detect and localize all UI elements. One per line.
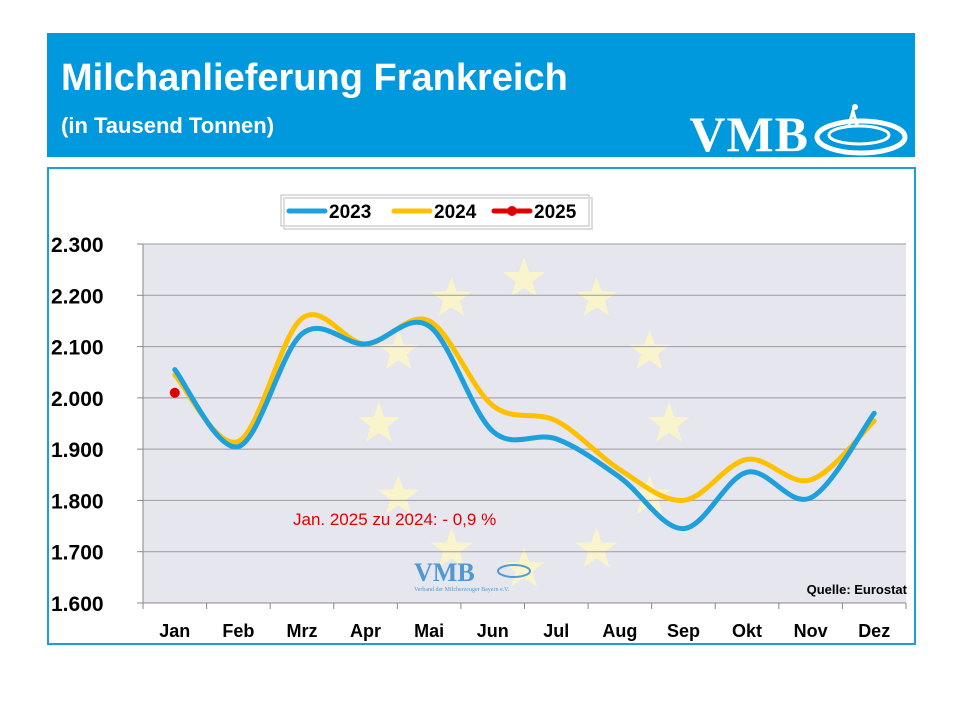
watermark-logo-text: VMB xyxy=(414,558,475,587)
y-tick-label: 2.200 xyxy=(51,285,104,308)
x-tick-label: Jul xyxy=(543,621,569,641)
logo-swoosh-icon xyxy=(814,104,908,156)
eu-star-icon xyxy=(628,329,671,370)
y-tick-label: 2.300 xyxy=(51,234,104,257)
x-tick-label: Mrz xyxy=(286,621,317,641)
y-tick-label: 1.600 xyxy=(51,593,104,616)
y-axis: 1.600 1.700 1.800 1.900 2.000 2.100 2.200 2.300 xyxy=(51,234,144,616)
eu-star-icon xyxy=(648,402,690,442)
eu-star-icon xyxy=(628,474,671,515)
legend-label-2024: 2024 xyxy=(434,202,477,223)
vmb-watermark: VMB Verband der Milcherzeuger Bayern e.V… xyxy=(414,558,531,593)
source-text: Quelle: Eurostat xyxy=(807,582,908,597)
x-tick-label: Jan xyxy=(159,621,190,641)
x-axis: Jan Feb Mrz Apr Mai Jun Jul Aug Sep Okt Nov Dez xyxy=(142,602,907,641)
x-tick-label: Okt xyxy=(732,621,762,641)
vmb-logo: VMB xyxy=(689,99,909,159)
eu-star-icon xyxy=(430,276,473,317)
plot-area xyxy=(143,244,906,603)
page-title: Milchanlieferung Frankreich xyxy=(61,57,568,99)
eu-star-icon xyxy=(358,402,400,442)
eu-star-icon xyxy=(430,527,473,568)
y-tick-label: 2.000 xyxy=(51,388,104,411)
logo-text: VMB xyxy=(689,106,809,162)
x-tick-label: Jun xyxy=(477,621,509,641)
annotation-text: Jan. 2025 zu 2024: - 0,9 % xyxy=(293,510,496,529)
eu-star-icon xyxy=(575,276,618,317)
watermark-tagline: Verband der Milcherzeuger Bayern e.V. xyxy=(414,587,510,593)
series-line-2024 xyxy=(172,312,877,503)
x-tick-label: Feb xyxy=(222,621,254,641)
line-chart: 1.600 1.700 1.800 1.900 2.000 2.100 2.200 2.300… xyxy=(51,194,908,641)
y-tick-label: 1.700 xyxy=(51,542,104,565)
legend-label-2023: 2023 xyxy=(329,202,371,223)
eu-star-icon xyxy=(377,474,420,515)
legend-label-2025: 2025 xyxy=(534,202,577,223)
x-tick-label: Aug xyxy=(602,621,637,641)
eu-star-icon xyxy=(575,527,618,568)
header-banner: Milchanlieferung Frankreich (in Tausend … xyxy=(47,33,915,159)
x-tick-label: Mai xyxy=(414,621,444,641)
x-tick-label: Apr xyxy=(350,621,381,641)
legend: 2023 2024 2025 xyxy=(280,194,593,230)
x-tick-label: Nov xyxy=(794,621,828,641)
watermark-swoosh-icon xyxy=(497,564,531,578)
y-tick-label: 2.100 xyxy=(51,337,104,360)
eu-star-icon xyxy=(503,257,545,297)
page-subtitle: (in Tausend Tonnen) xyxy=(61,113,275,138)
chart-frame: 1.600 1.700 1.800 1.900 2.000 2.100 2.200 2.300… xyxy=(47,167,916,645)
x-tick-label: Dez xyxy=(858,621,890,641)
series-point-2025 xyxy=(169,387,180,398)
series-lines xyxy=(169,312,877,532)
y-tick-label: 1.800 xyxy=(51,490,104,513)
series-line-2023 xyxy=(172,319,877,532)
eu-star-icon xyxy=(377,329,420,370)
y-tick-label: 1.900 xyxy=(51,439,104,462)
x-tick-label: Sep xyxy=(667,621,700,641)
